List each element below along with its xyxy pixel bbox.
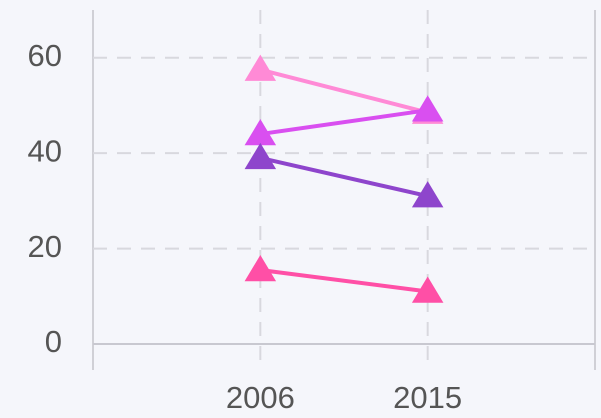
y-tick-label: 20 xyxy=(28,229,62,264)
point-marker xyxy=(411,181,444,208)
point-marker xyxy=(244,119,277,146)
point-marker xyxy=(244,54,277,81)
series-line xyxy=(259,67,429,115)
series-line xyxy=(260,108,428,137)
x-tick-label: 2015 xyxy=(393,380,462,415)
point-marker xyxy=(411,276,444,303)
y-tick-label: 0 xyxy=(45,324,62,359)
y-tick-label: 60 xyxy=(28,38,62,73)
point-marker xyxy=(411,95,444,122)
series-line xyxy=(260,268,428,294)
y-tick-label: 40 xyxy=(28,133,62,168)
point-marker xyxy=(244,255,277,282)
x-tick-label: 2006 xyxy=(226,380,295,415)
point-marker xyxy=(244,142,277,170)
series-line xyxy=(259,155,429,199)
